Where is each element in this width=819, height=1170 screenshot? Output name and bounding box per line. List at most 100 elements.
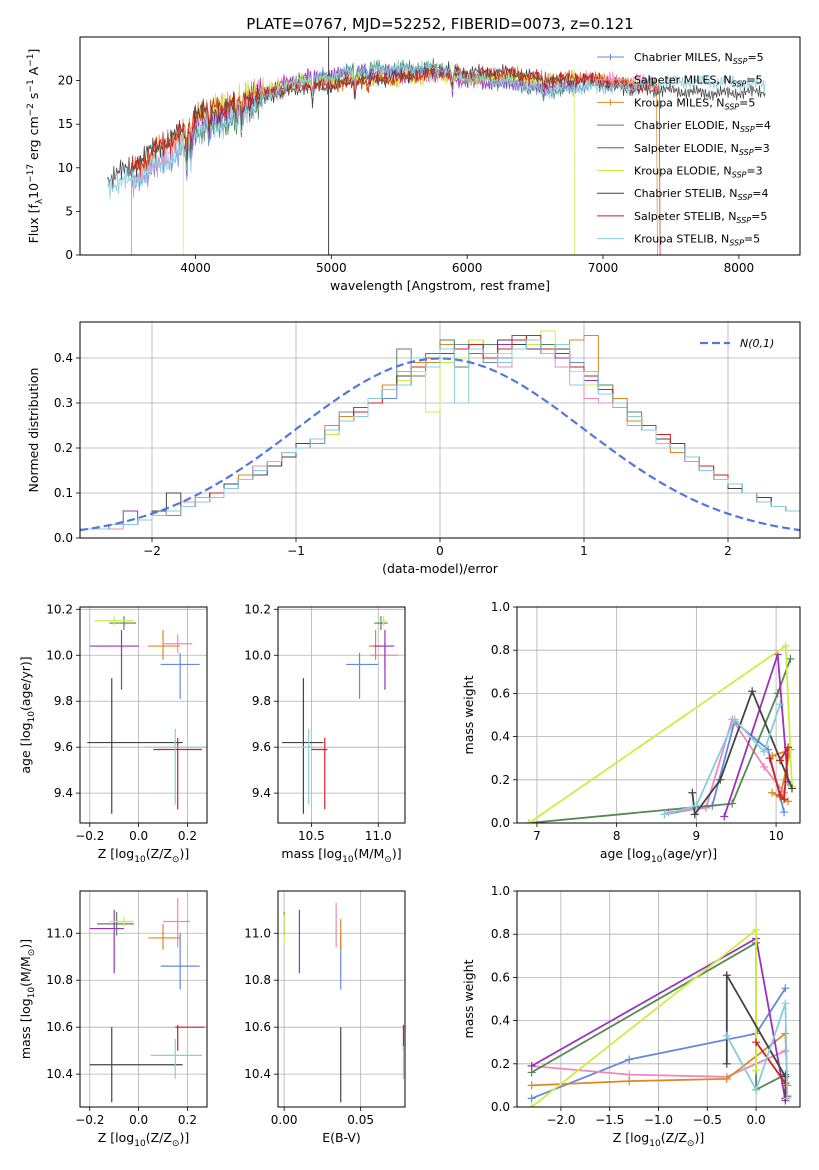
frame-mass_vs_Z: −0.2 0.0 0.210.410.610.811.0Z [log10(Z/Z⊙)… (18, 890, 208, 1149)
plot-area-residuals (80, 330, 800, 532)
y-tick-label: 0.6 (491, 686, 510, 700)
x-tick-label: 10 (768, 829, 783, 843)
label-part: 10 (649, 1139, 661, 1149)
axes-age_vs_mass: 10.5 11.0 9.4 9.6 9.8 10.0 10.2 mass [log10(M/M… (244, 602, 406, 865)
weight-marker (730, 715, 739, 724)
x-tick-label: 7 (533, 829, 541, 843)
legend-suffix: =4 (755, 119, 771, 132)
y-tick-label: 5 (65, 204, 73, 218)
weight-marker (720, 812, 729, 821)
legend-suffix: =4 (752, 187, 768, 200)
weight-line (726, 1003, 789, 1099)
weight-marker (776, 700, 785, 709)
axes-weight_vs_Z: −2.0 −1.5 −1.0 −0.5 0.0 0.0 0.2 0.4 0.6 0.8 1.0 Z [… (461, 884, 801, 1149)
legend-label: Salpeter MILES, NSSP=5 (634, 74, 763, 89)
y-tick-label: 0.8 (491, 643, 510, 657)
errorbar-point (282, 678, 324, 814)
figure-title: PLATE=0767, MJD=52252, FIBERID=0073, z=0… (246, 15, 633, 33)
legend-sub: SSP (740, 125, 755, 134)
weight-marker (776, 790, 785, 799)
y-tick-label: 10.6 (244, 1020, 271, 1034)
x-tick-label: 0 (436, 544, 444, 558)
histogram-step (80, 335, 800, 530)
frame-age_vs_Z: −0.2 0.0 0.29.49.69.810.010.2Z [log10(Z/Z⊙… (18, 602, 208, 865)
weight-marker (781, 984, 790, 993)
legend-sub: SSP (733, 57, 748, 66)
label-part: s (26, 93, 41, 104)
weight-marker (527, 1103, 536, 1107)
legend-sub: SSP (738, 193, 753, 202)
errorbar-point (175, 1024, 205, 1051)
label-part: −1 (26, 54, 36, 67)
x-tick-label: 6000 (452, 261, 483, 275)
label-part: )] (694, 1130, 704, 1145)
label-part: ⊙ (27, 949, 37, 957)
errorbar-point (89, 909, 124, 974)
x-tick-label: 8000 (724, 261, 755, 275)
weight-marker (788, 784, 797, 793)
y-tick-label: 0.0 (54, 531, 73, 545)
plot-area-mass_vs_EBV (283, 902, 405, 1103)
y-tick-label: 10.6 (46, 1020, 73, 1034)
label-part: Normed distribution (26, 368, 41, 493)
label-part: Z [log (613, 1130, 649, 1145)
x-tick-label: −0.2 (75, 1113, 104, 1127)
legend-text: Chabrier MILES, N (634, 51, 733, 64)
frame-weight_vs_Z: −2.0 −1.5 −1.0 −0.5 0.0 0.0 0.2 0.4 0.6 0.8 1.0 Z [… (461, 884, 801, 1149)
errorbar-point (150, 1038, 203, 1079)
y-tick-label: 10.8 (244, 973, 271, 987)
weight-line (531, 987, 787, 1100)
axes-frame (79, 890, 208, 1108)
x-axis-label: Z [log10(Z/Z⊙)] (613, 1130, 704, 1149)
label-part: mass [log (281, 846, 342, 861)
weight-marker (688, 788, 697, 797)
y-tick-label: 0.6 (491, 970, 510, 984)
legend-label: Chabrier MILES, NSSP=5 (634, 51, 764, 66)
weight-marker (760, 747, 769, 756)
y-tick-label: 9.8 (252, 694, 271, 708)
label-part: (age/yr)] (662, 846, 717, 861)
frame-spectrum: 4000 5000 6000 7000 8000 0 5 10 15 20 wavelength [… (26, 36, 801, 293)
legend-sub: SSP (729, 239, 744, 248)
y-tick-label: 10 (58, 161, 73, 175)
label-part: age [log (600, 846, 651, 861)
plot-area-weight_vs_age (524, 641, 797, 823)
legend-residuals: N(0,1) (700, 337, 774, 350)
weight-marker (781, 641, 790, 650)
y-tick-label: 9.4 (252, 786, 271, 800)
legend-text: Salpeter MILES, N (634, 74, 732, 87)
weight-marker (527, 1061, 536, 1070)
y-axis-label: mass weight (461, 675, 476, 754)
legend-label: Kroupa ELODIE, NSSP=3 (634, 165, 763, 180)
y-tick-label: 9.4 (54, 786, 73, 800)
weight-marker (527, 1081, 536, 1090)
legend-text: Salpeter ELODIE, N (634, 142, 739, 155)
label-part: 10 (27, 987, 37, 999)
y-axis-label: Normed distribution (26, 368, 41, 493)
weight-marker (760, 762, 769, 771)
axes-residuals: −2 −1 0 1 2 0.0 0.1 0.2 0.3 0.4 (data-model)/error… (26, 321, 801, 576)
legend-sub: SSP (732, 80, 747, 89)
label-part: (Z/Z (661, 1130, 687, 1145)
label-part: wavelength [Angstrom, rest frame] (330, 278, 550, 293)
errorbar-point (148, 629, 181, 660)
weight-marker (527, 1094, 536, 1103)
weight-marker (786, 654, 795, 663)
errorbar-point (370, 641, 399, 667)
axes-frame (277, 890, 406, 1108)
legend-sub: SSP (732, 171, 747, 180)
weight-marker (716, 775, 725, 784)
weight-marker (752, 1066, 761, 1075)
errorbar-point (374, 629, 395, 690)
histogram-step (80, 335, 800, 530)
spectrum-series-line (131, 65, 661, 255)
axes-frame (79, 36, 801, 256)
y-axis-label: mass [log10(M/M⊙)] (18, 939, 37, 1059)
label-part: (Z/Z (146, 846, 172, 861)
y-tick-label: 10.2 (46, 602, 73, 616)
weight-marker (722, 971, 731, 980)
errorbar-point (380, 616, 387, 626)
legend-sub: SSP (724, 102, 739, 111)
legend-suffix: =5 (746, 74, 762, 87)
y-tick-label: 10.0 (244, 648, 271, 662)
